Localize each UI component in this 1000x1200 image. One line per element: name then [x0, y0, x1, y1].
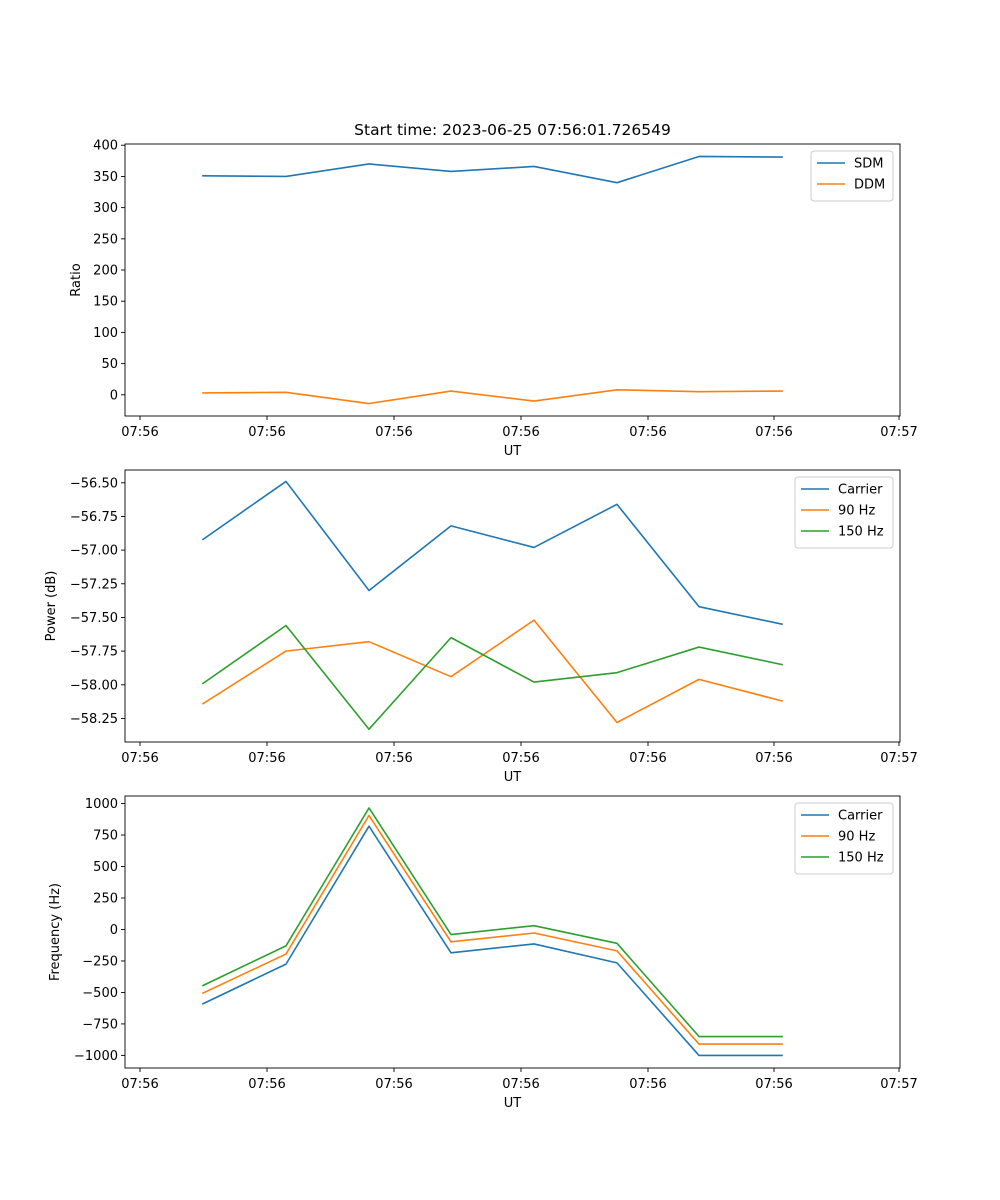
x-tick-label: 07:56 — [375, 1077, 412, 1092]
series-line-90-hz — [201, 619, 783, 724]
x-axis-label: UT — [504, 770, 522, 785]
x-tick-label: 07:57 — [880, 751, 917, 766]
series-line-150-hz — [201, 807, 783, 1038]
chart-title: Start time: 2023-06-25 07:56:01.726549 — [354, 121, 671, 139]
x-tick-label: 07:56 — [375, 425, 412, 440]
series-line-90-hz — [201, 814, 783, 1045]
axes-frame — [124, 143, 901, 417]
y-tick-label: 500 — [93, 860, 118, 875]
legend-entry: Carrier — [838, 809, 883, 824]
y-tick-label: 300 — [93, 201, 118, 216]
legend-entry: Carrier — [838, 483, 883, 498]
legend-entry: 150 Hz — [838, 525, 884, 540]
x-tick-label: 07:57 — [880, 1077, 917, 1092]
y-tick-label: −750 — [82, 1017, 118, 1032]
y-axis-label: Frequency (Hz) — [48, 883, 63, 981]
y-tick-label: −58.00 — [70, 678, 118, 693]
x-tick-label: 07:56 — [121, 751, 158, 766]
y-tick-label: 250 — [93, 892, 118, 907]
x-tick-label: 07:56 — [755, 751, 792, 766]
series-line-ddm — [202, 388, 783, 405]
x-tick-label: 07:56 — [502, 1077, 539, 1092]
y-tick-label: −57.00 — [70, 544, 118, 559]
y-tick-label: 0 — [110, 923, 118, 938]
x-axis-label: UT — [504, 1096, 522, 1111]
y-tick-label: 250 — [93, 232, 118, 247]
y-tick-label: 350 — [93, 170, 118, 185]
panel-2: −58.25 −58.00 −57.75 −57.50 −57.25 −57.00 −56.… — [44, 469, 918, 785]
series-line-carrier — [201, 480, 783, 626]
y-tick-label: 1000 — [85, 797, 118, 812]
y-tick-label: 750 — [93, 829, 118, 844]
panel-3: −1000 −750 −500 −250 0 250 500 750 1000 07:56 07:5… — [48, 795, 918, 1111]
y-tick-label: −57.25 — [70, 577, 118, 592]
x-tick-label: 07:56 — [629, 425, 666, 440]
series-line-carrier — [201, 825, 783, 1057]
axes-frame — [124, 469, 901, 743]
series-line-150-hz — [201, 624, 783, 731]
y-tick-label: 150 — [93, 295, 118, 310]
y-tick-label: −57.50 — [70, 611, 118, 626]
x-tick-label: 07:56 — [375, 751, 412, 766]
y-tick-label: −1000 — [74, 1049, 118, 1064]
y-tick-label: −56.50 — [70, 476, 118, 491]
legend-entry: 90 Hz — [838, 830, 875, 845]
x-tick-label: 07:56 — [755, 425, 792, 440]
legend: Carrier 90 Hz 150 Hz — [794, 802, 894, 875]
y-tick-label: 200 — [93, 264, 118, 279]
y-tick-label: −57.75 — [70, 645, 118, 660]
series-line-sdm — [202, 155, 783, 184]
x-tick-label: 07:56 — [121, 1077, 158, 1092]
y-tick-label: 0 — [110, 388, 118, 403]
legend: Carrier 90 Hz 150 Hz — [794, 476, 894, 549]
x-tick-label: 07:56 — [248, 425, 285, 440]
panel-1: Start time: 2023-06-25 07:56:01.726549 0 5… — [69, 121, 918, 459]
x-tick-label: 07:56 — [629, 1077, 666, 1092]
y-tick-label: 100 — [93, 326, 118, 341]
x-tick-label: 07:56 — [629, 751, 666, 766]
x-tick-label: 07:56 — [502, 751, 539, 766]
x-axis-label: UT — [504, 444, 522, 459]
x-tick-label: 07:56 — [121, 425, 158, 440]
x-tick-label: 07:57 — [880, 425, 917, 440]
y-tick-label: −58.25 — [70, 712, 118, 727]
legend-entry: DDM — [854, 178, 885, 193]
legend-entry: SDM — [854, 157, 883, 172]
legend: SDM DDM — [810, 150, 894, 202]
y-axis-label: Ratio — [69, 263, 84, 296]
y-axis-label: Power (dB) — [44, 571, 59, 642]
y-tick-label: −56.75 — [70, 510, 118, 525]
x-tick-label: 07:56 — [502, 425, 539, 440]
y-tick-label: −500 — [82, 986, 118, 1001]
x-tick-label: 07:56 — [755, 1077, 792, 1092]
legend-entry: 150 Hz — [838, 851, 884, 866]
x-tick-label: 07:56 — [248, 1077, 285, 1092]
y-tick-label: 50 — [101, 357, 118, 372]
axes-frame — [124, 795, 901, 1069]
y-tick-label: 400 — [93, 139, 118, 154]
legend-entry: 90 Hz — [838, 504, 875, 519]
y-tick-label: −250 — [82, 954, 118, 969]
x-tick-label: 07:56 — [248, 751, 285, 766]
